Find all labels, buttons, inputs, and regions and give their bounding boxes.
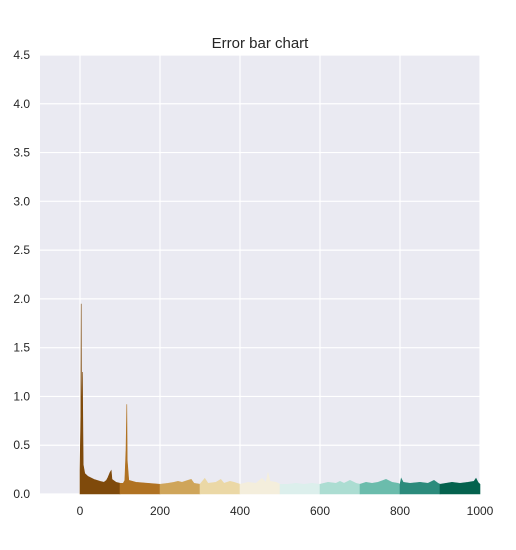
area-series — [79, 303, 481, 495]
x-tick-label: 800 — [390, 504, 410, 518]
x-tick-label: 600 — [310, 504, 330, 518]
area-series-5 — [279, 482, 321, 495]
x-tick-label: 200 — [150, 504, 170, 518]
x-axis-ticks: 0 200 400 600 800 1000 — [77, 504, 494, 518]
y-tick-label: 4.5 — [13, 48, 30, 62]
y-tick-label: 3.5 — [13, 146, 30, 160]
x-tick-label: 1000 — [467, 504, 494, 518]
y-tick-label: 1.0 — [13, 389, 30, 403]
y-tick-label: 2.5 — [13, 243, 30, 257]
y-tick-label: 4.0 — [13, 97, 30, 111]
plot-area — [40, 55, 480, 494]
x-tick-label: 400 — [230, 504, 250, 518]
area-series-9 — [439, 477, 481, 495]
y-tick-label: 1.5 — [13, 341, 30, 355]
y-axis-ticks: 0.0 0.5 1.0 1.5 2.0 2.5 3.0 3.5 4.0 4.5 — [13, 48, 30, 501]
x-tick-label: 0 — [77, 504, 84, 518]
y-tick-label: 0.5 — [13, 438, 30, 452]
y-tick-label: 0.0 — [13, 487, 30, 501]
y-tick-label: 3.0 — [13, 194, 30, 208]
area-series-0 — [79, 303, 121, 495]
y-tick-label: 2.0 — [13, 292, 30, 306]
chart-title: Error bar chart — [212, 35, 310, 52]
grid-lines — [40, 54, 481, 495]
